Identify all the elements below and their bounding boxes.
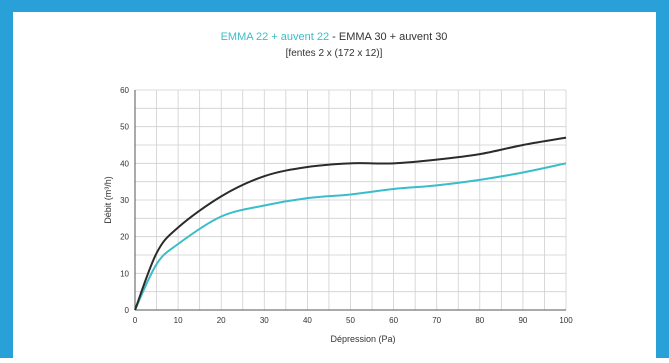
x-tick-label: 90 bbox=[518, 316, 527, 325]
chart-panel: EMMA 22 + auvent 22 - EMMA 30 + auvent 3… bbox=[13, 12, 656, 358]
y-tick-label: 20 bbox=[120, 233, 129, 242]
x-tick-label: 60 bbox=[389, 316, 398, 325]
line-chart: EMMA 22 + auvent 22 - EMMA 30 + auvent 3… bbox=[103, 31, 573, 344]
x-tick-label: 50 bbox=[346, 316, 355, 325]
y-tick-label: 60 bbox=[120, 86, 129, 95]
title-series-2: EMMA 30 + auvent 30 bbox=[339, 31, 448, 43]
y-tick-label: 30 bbox=[120, 196, 129, 205]
y-tick-label: 10 bbox=[120, 269, 129, 278]
x-tick-label: 100 bbox=[559, 316, 573, 325]
y-axis-label: Débit (m³/h) bbox=[103, 176, 113, 224]
x-tick-label: 30 bbox=[260, 316, 269, 325]
chart-title: EMMA 22 + auvent 22 - EMMA 30 + auvent 3… bbox=[221, 31, 448, 43]
x-tick-label: 10 bbox=[174, 316, 183, 325]
y-tick-label: 40 bbox=[120, 159, 129, 168]
series-lines bbox=[134, 136, 567, 311]
y-tick-label: 50 bbox=[120, 123, 129, 132]
series-line-1 bbox=[134, 162, 567, 311]
series-line-2 bbox=[134, 136, 567, 311]
x-tick-label: 20 bbox=[217, 316, 226, 325]
chart-subtitle: [fentes 2 x (172 x 12)] bbox=[286, 48, 383, 59]
title-series-1: EMMA 22 + auvent 22 bbox=[221, 31, 330, 43]
tick-labels: 0 10 20 30 40 50 60 70 80 90 100 0 10 20 30 40 50 60 bbox=[120, 86, 573, 325]
title-separator: - bbox=[329, 31, 339, 43]
y-tick-label: 0 bbox=[125, 306, 130, 315]
grid-lines bbox=[134, 89, 567, 311]
x-tick-label: 0 bbox=[133, 316, 138, 325]
x-tick-label: 80 bbox=[475, 316, 484, 325]
axes bbox=[134, 90, 566, 311]
x-tick-label: 40 bbox=[303, 316, 312, 325]
x-axis-label: Dépression (Pa) bbox=[330, 334, 395, 344]
x-tick-label: 70 bbox=[432, 316, 441, 325]
